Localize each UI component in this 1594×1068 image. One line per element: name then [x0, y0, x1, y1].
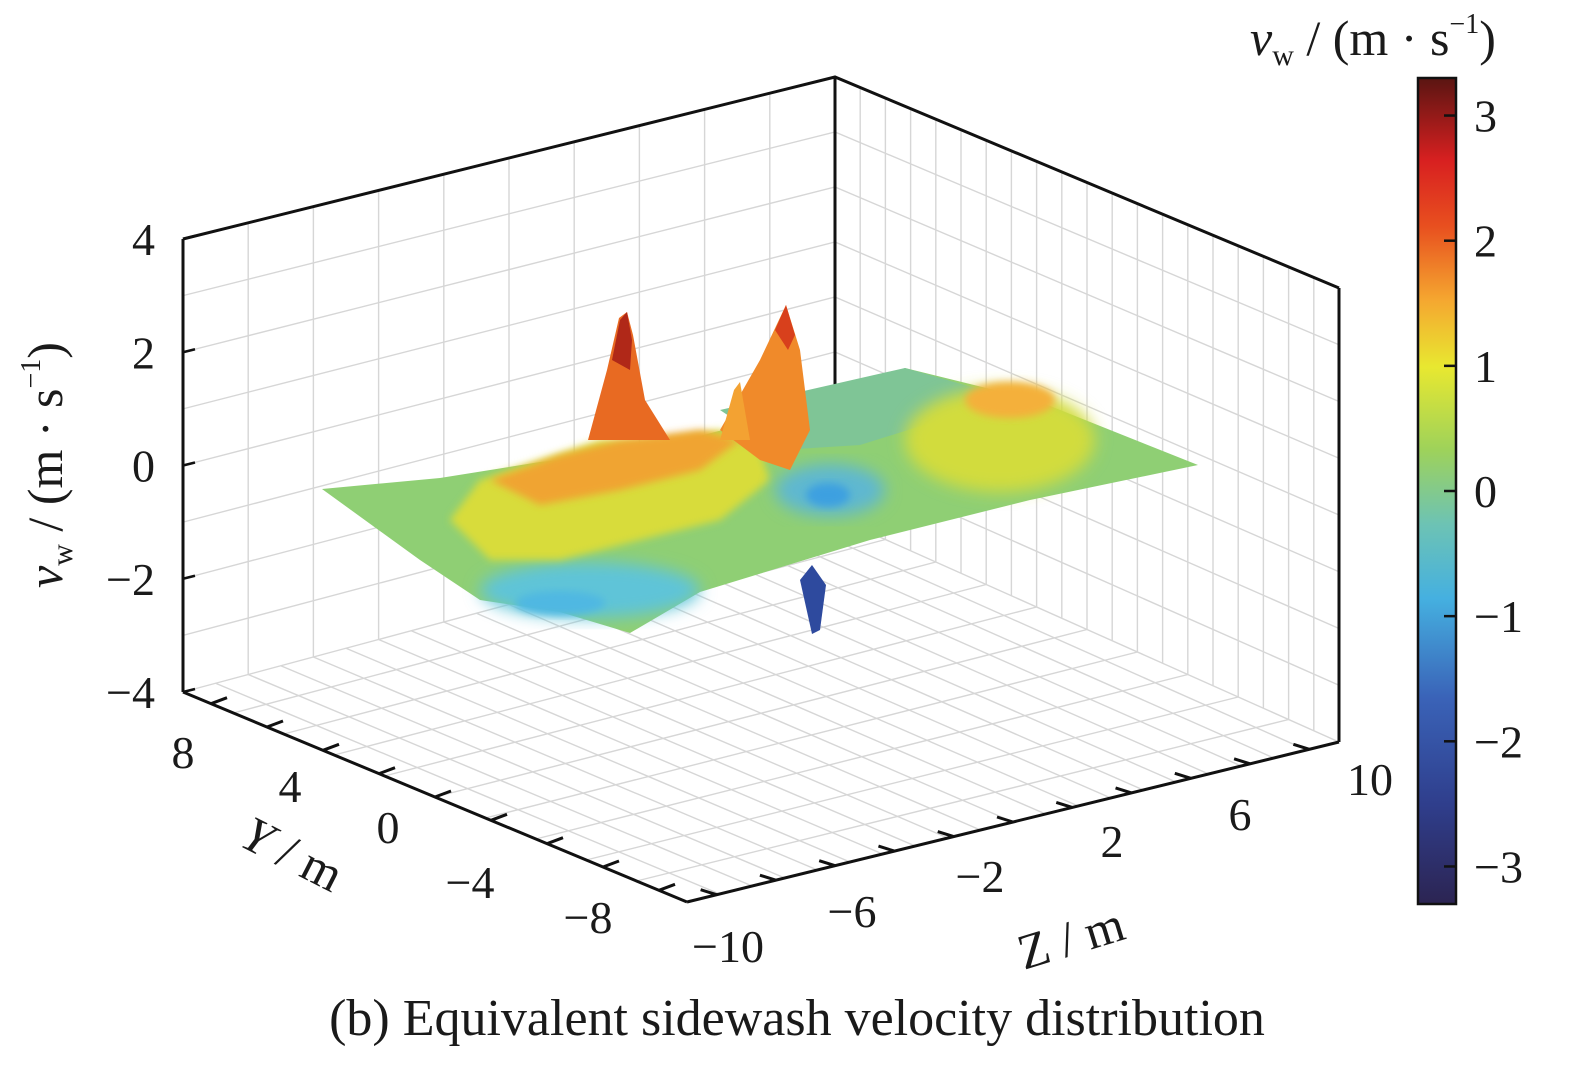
z-axis-tick-mark [759, 873, 777, 882]
colorbar-tick-label: −2 [1474, 716, 1523, 767]
z-axis-tick-mark [878, 844, 895, 853]
z-axis-tick-mark [1292, 742, 1310, 751]
grid-line-floor [606, 577, 1112, 799]
z-axis-tick-label: −10 [692, 921, 764, 972]
negative-trough-left-core [515, 591, 605, 615]
velocity-surface [322, 305, 1198, 634]
peak-2-top [775, 305, 795, 350]
right-hump-base [905, 388, 1095, 492]
grid-line-floor [704, 551, 1209, 775]
colorbar-title: vw / (m · s−1) [1250, 9, 1496, 72]
y-tick-mark [546, 836, 564, 846]
z-axis-tick-label: −6 [828, 886, 877, 937]
axes-top-back-edge [182, 75, 1340, 290]
y-tick-mark [490, 812, 508, 822]
z-tick-label: −2 [106, 554, 155, 605]
grid-line-floor [769, 533, 1275, 759]
y-tick-mark [434, 789, 452, 799]
colorbar-tick-label: 1 [1474, 341, 1497, 392]
grid-line-floor [476, 612, 981, 831]
z-tick-mark [182, 687, 196, 694]
grid-line-floor [671, 560, 1177, 783]
figure-caption: (b) Equivalent sidewash velocity distrib… [329, 990, 1265, 1047]
y-tick-mark [210, 696, 228, 706]
grid-line-floor [802, 525, 1307, 751]
peak-1-top [612, 312, 632, 370]
y-tick-label: 8 [172, 727, 195, 778]
colorbar-tick-label: 0 [1474, 466, 1497, 517]
z-axis-tick-mark [1055, 801, 1073, 809]
grid-line-floor [280, 665, 786, 879]
z-axis-tick-mark [1233, 757, 1251, 766]
negative-spike [800, 565, 826, 634]
peak-1 [588, 312, 670, 440]
z-tick-label: −4 [106, 667, 155, 718]
z-axis-tick-label: 10 [1347, 754, 1393, 805]
z-axis-tick-label: 2 [1101, 816, 1124, 867]
z-tick-label: 4 [132, 214, 155, 265]
grid-line-floor [247, 673, 753, 887]
z-axis-tick-mark [700, 888, 718, 897]
z-horizontal-axis-label: Z / m [1011, 895, 1131, 980]
grid-line-wall-horizontal [182, 76, 1340, 289]
central-dip-core [806, 483, 850, 507]
y-tick-label: 4 [279, 761, 302, 812]
z-axis-tick-mark [1174, 771, 1192, 780]
z-axis-label: vw / (m · s−1) [16, 342, 79, 588]
colorbar-tick-label: −1 [1474, 591, 1523, 642]
colorbar-tick-label: −3 [1474, 841, 1523, 892]
y-tick-mark [378, 766, 396, 776]
grid-line-floor [378, 638, 883, 855]
z-axis-tick-mark [937, 830, 955, 838]
y-tick-label: −8 [564, 892, 613, 943]
z-tick-label: 2 [132, 327, 155, 378]
z-axis-tick-mark [818, 859, 836, 868]
right-hump-top [965, 382, 1055, 418]
z-axis-tick-mark [996, 815, 1014, 824]
z-tick-label: 0 [132, 441, 155, 492]
z-axis-tick-label: −2 [956, 851, 1005, 902]
y-tick-mark [322, 742, 340, 752]
grid-line-floor [443, 621, 949, 839]
z-tick-mark [182, 234, 196, 241]
grid-line-floor [215, 682, 720, 895]
grid-line-floor [508, 603, 1014, 823]
grid-line-floor [410, 630, 916, 847]
y-axis-label: Y / m [233, 805, 353, 903]
z-tick-mark [182, 574, 196, 580]
grid-line-floor [573, 586, 1079, 807]
colorbar-tick-label: 3 [1474, 91, 1497, 142]
left-ridge-warm [490, 430, 740, 505]
z-axis-tick-mark [1115, 786, 1132, 795]
z-tick-mark [182, 461, 196, 467]
grid-line-floor [639, 568, 1144, 791]
grid-line-floor [541, 595, 1046, 815]
y-tick-label: 0 [377, 802, 400, 853]
grid-line-floor [313, 656, 818, 871]
z-axis-tick-label: 6 [1229, 789, 1252, 840]
z-tick-mark [182, 348, 196, 354]
y-tick-mark [602, 859, 620, 869]
peak-3 [720, 382, 750, 440]
grid-line-floor [345, 647, 851, 863]
grid-line-wall-horizontal [182, 131, 1340, 346]
y-tick-label: −4 [446, 857, 495, 908]
y-tick-mark [266, 719, 284, 729]
colorbar-tick-label: 2 [1474, 216, 1497, 267]
y-tick-mark [658, 882, 676, 892]
